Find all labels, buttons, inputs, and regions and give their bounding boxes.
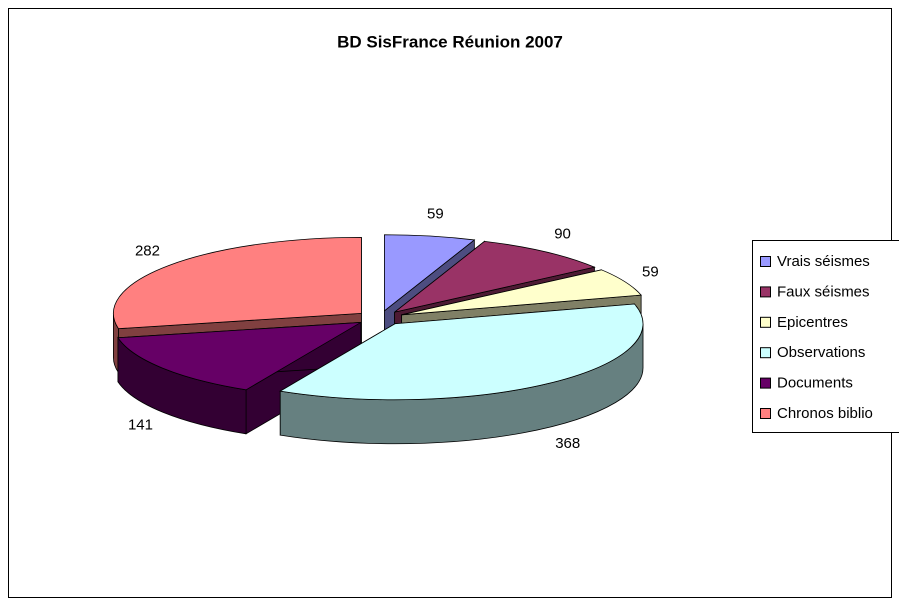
- slice-top: [394, 240, 596, 313]
- data-label: 368: [555, 435, 580, 452]
- legend-swatch: [760, 347, 771, 359]
- legend-swatch: [760, 256, 771, 267]
- legend-label: Epicentres: [777, 314, 848, 331]
- data-label: 59: [642, 263, 659, 280]
- legend-swatch: [760, 408, 771, 419]
- pie-slice: [279, 303, 644, 445]
- slice-top: [384, 234, 476, 312]
- legend-label: Documents: [777, 375, 853, 392]
- legend-label: Vrais séismes: [777, 253, 870, 270]
- data-label: 282: [135, 242, 160, 259]
- slice-top: [113, 236, 362, 330]
- data-label: 90: [554, 225, 571, 242]
- legend-swatch: [760, 316, 771, 328]
- slice-top: [117, 322, 362, 391]
- data-label: 59: [427, 205, 444, 222]
- legend-swatch: [760, 286, 771, 298]
- data-label: 141: [128, 416, 153, 433]
- slice-top: [401, 269, 642, 316]
- slice-top: [279, 303, 644, 401]
- legend-swatch: [760, 377, 771, 389]
- legend-box: [752, 240, 899, 433]
- pie-slice: [117, 321, 362, 435]
- chart-title: BD SisFrance Réunion 2007: [337, 32, 563, 51]
- legend-label: Faux séismes: [777, 283, 870, 300]
- legend-label: Chronos biblio: [777, 405, 873, 422]
- legend-label: Observations: [777, 344, 865, 361]
